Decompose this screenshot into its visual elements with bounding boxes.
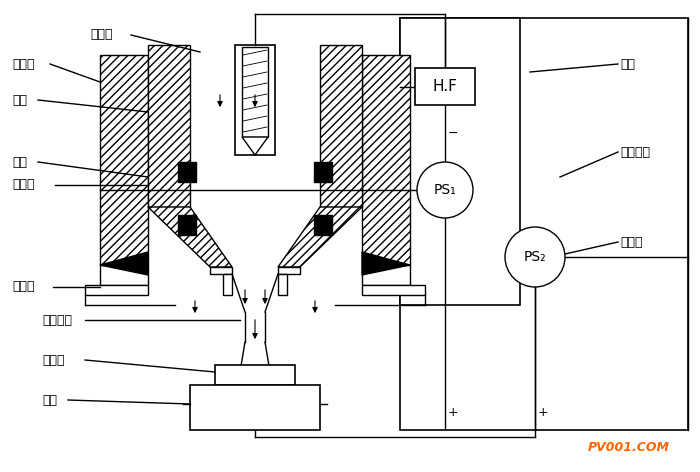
Bar	[235, 45, 275, 155]
Text: PS₁: PS₁	[433, 183, 456, 197]
Bar	[215, 365, 295, 385]
Bar	[362, 265, 410, 285]
Text: 离子气: 离子气	[12, 58, 34, 70]
Text: 基材: 基材	[42, 394, 57, 406]
Text: −: −	[448, 127, 458, 140]
Text: +: +	[448, 405, 458, 419]
Bar	[85, 285, 148, 295]
Bar	[178, 162, 196, 182]
Bar	[415, 68, 475, 105]
Text: 主电源: 主电源	[620, 236, 643, 248]
Bar	[400, 18, 688, 430]
Bar	[314, 215, 332, 235]
Polygon shape	[362, 55, 410, 265]
Polygon shape	[278, 207, 362, 267]
Text: 屏蔽气: 屏蔽气	[12, 280, 34, 294]
Text: 高频: 高频	[620, 58, 635, 70]
Bar	[362, 285, 425, 295]
Bar	[210, 267, 232, 274]
Text: +: +	[538, 405, 549, 419]
Text: 等离子体: 等离子体	[42, 313, 72, 327]
Bar	[178, 215, 196, 235]
Text: PV001.COM: PV001.COM	[588, 441, 670, 454]
Text: 钨电极: 钨电极	[90, 27, 113, 41]
Text: 冷却水: 冷却水	[12, 178, 34, 192]
Bar	[190, 385, 320, 430]
Bar	[242, 47, 268, 137]
Bar	[278, 274, 287, 295]
Polygon shape	[148, 45, 190, 207]
Text: 喷嘴: 喷嘴	[12, 155, 27, 169]
Polygon shape	[320, 45, 362, 207]
Bar	[314, 162, 332, 182]
Circle shape	[505, 227, 565, 287]
Text: H.F: H.F	[433, 79, 457, 94]
Polygon shape	[100, 55, 148, 265]
Polygon shape	[362, 252, 410, 275]
Bar	[400, 18, 520, 305]
Polygon shape	[242, 137, 268, 155]
Text: 粉末: 粉末	[12, 93, 27, 107]
Text: PS₂: PS₂	[524, 250, 546, 264]
Text: 喷焊层: 喷焊层	[42, 354, 64, 366]
Bar	[100, 265, 148, 285]
Circle shape	[417, 162, 473, 218]
Bar	[223, 274, 232, 295]
Polygon shape	[148, 207, 232, 267]
Polygon shape	[100, 252, 148, 275]
Text: 辅助电源: 辅助电源	[620, 145, 650, 159]
Bar	[278, 267, 300, 274]
